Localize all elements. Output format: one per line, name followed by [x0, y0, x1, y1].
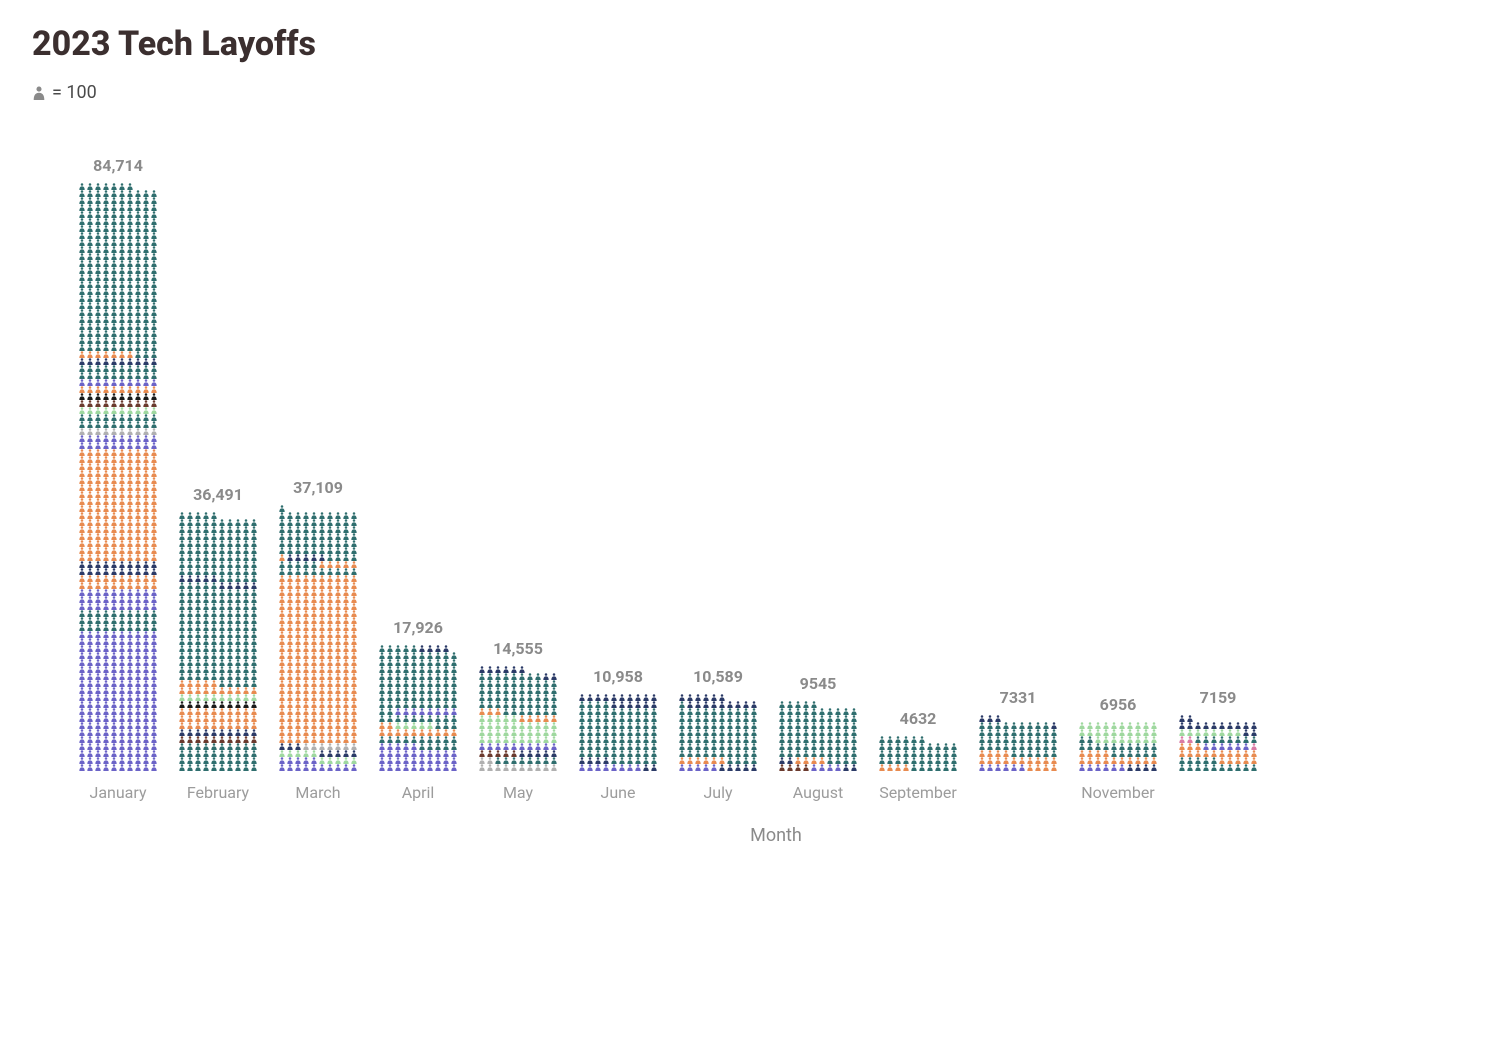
month-label: May — [503, 783, 533, 803]
month-column: 10,958 June — [572, 667, 664, 803]
month-label: February — [187, 783, 249, 803]
month-column: 36,491 February — [172, 485, 264, 803]
month-column: 7159 — [1172, 688, 1264, 803]
month-column: 14,555 May — [472, 639, 564, 803]
icon-stack — [278, 505, 358, 771]
person-icon — [32, 86, 46, 100]
month-label: June — [601, 783, 636, 803]
icon-stack — [378, 645, 458, 771]
page-title: 2023 Tech Layoffs — [32, 24, 1480, 64]
legend-text: = 100 — [52, 82, 97, 103]
column-value: 17,926 — [393, 618, 443, 637]
icon-stack — [878, 736, 958, 771]
icon-stack — [1078, 722, 1158, 771]
month-column: 37,109 March — [272, 478, 364, 803]
month-column: 84,714 January — [72, 156, 164, 803]
month-column: 7331 — [972, 688, 1064, 803]
column-value: 9545 — [800, 674, 837, 693]
month-column: 4632 September — [872, 709, 964, 803]
month-label: April — [402, 783, 435, 803]
icon-stack — [78, 183, 158, 771]
month-label: July — [703, 783, 732, 803]
column-value: 7331 — [1000, 688, 1037, 707]
column-value: 10,958 — [593, 667, 643, 686]
column-value: 10,589 — [693, 667, 743, 686]
column-value: 36,491 — [193, 485, 243, 504]
month-label: November — [1081, 783, 1154, 803]
icon-stack — [978, 715, 1058, 771]
legend: = 100 — [32, 82, 1480, 103]
pictogram-chart: 84,714 January 36,491 February 37,109 March 17… — [32, 143, 1480, 803]
column-value: 7159 — [1200, 688, 1237, 707]
month-column: 6956 November — [1072, 695, 1164, 803]
month-column: 9545 August — [772, 674, 864, 803]
month-label: August — [793, 783, 843, 803]
column-value: 14,555 — [493, 639, 543, 658]
month-column: 17,926 April — [372, 618, 464, 803]
icon-stack — [678, 694, 758, 771]
icon-stack — [1178, 715, 1258, 771]
column-value: 6956 — [1100, 695, 1137, 714]
icon-stack — [578, 694, 658, 771]
month-column: 10,589 July — [672, 667, 764, 803]
icon-stack — [478, 666, 558, 771]
column-value: 37,109 — [293, 478, 343, 497]
x-axis-title: Month — [32, 825, 1480, 846]
month-label: January — [89, 783, 146, 803]
column-value: 84,714 — [93, 156, 143, 175]
icon-stack — [178, 512, 258, 771]
column-value: 4632 — [900, 709, 937, 728]
icon-stack — [778, 701, 858, 771]
month-label: March — [295, 783, 340, 803]
month-label: September — [879, 783, 957, 803]
